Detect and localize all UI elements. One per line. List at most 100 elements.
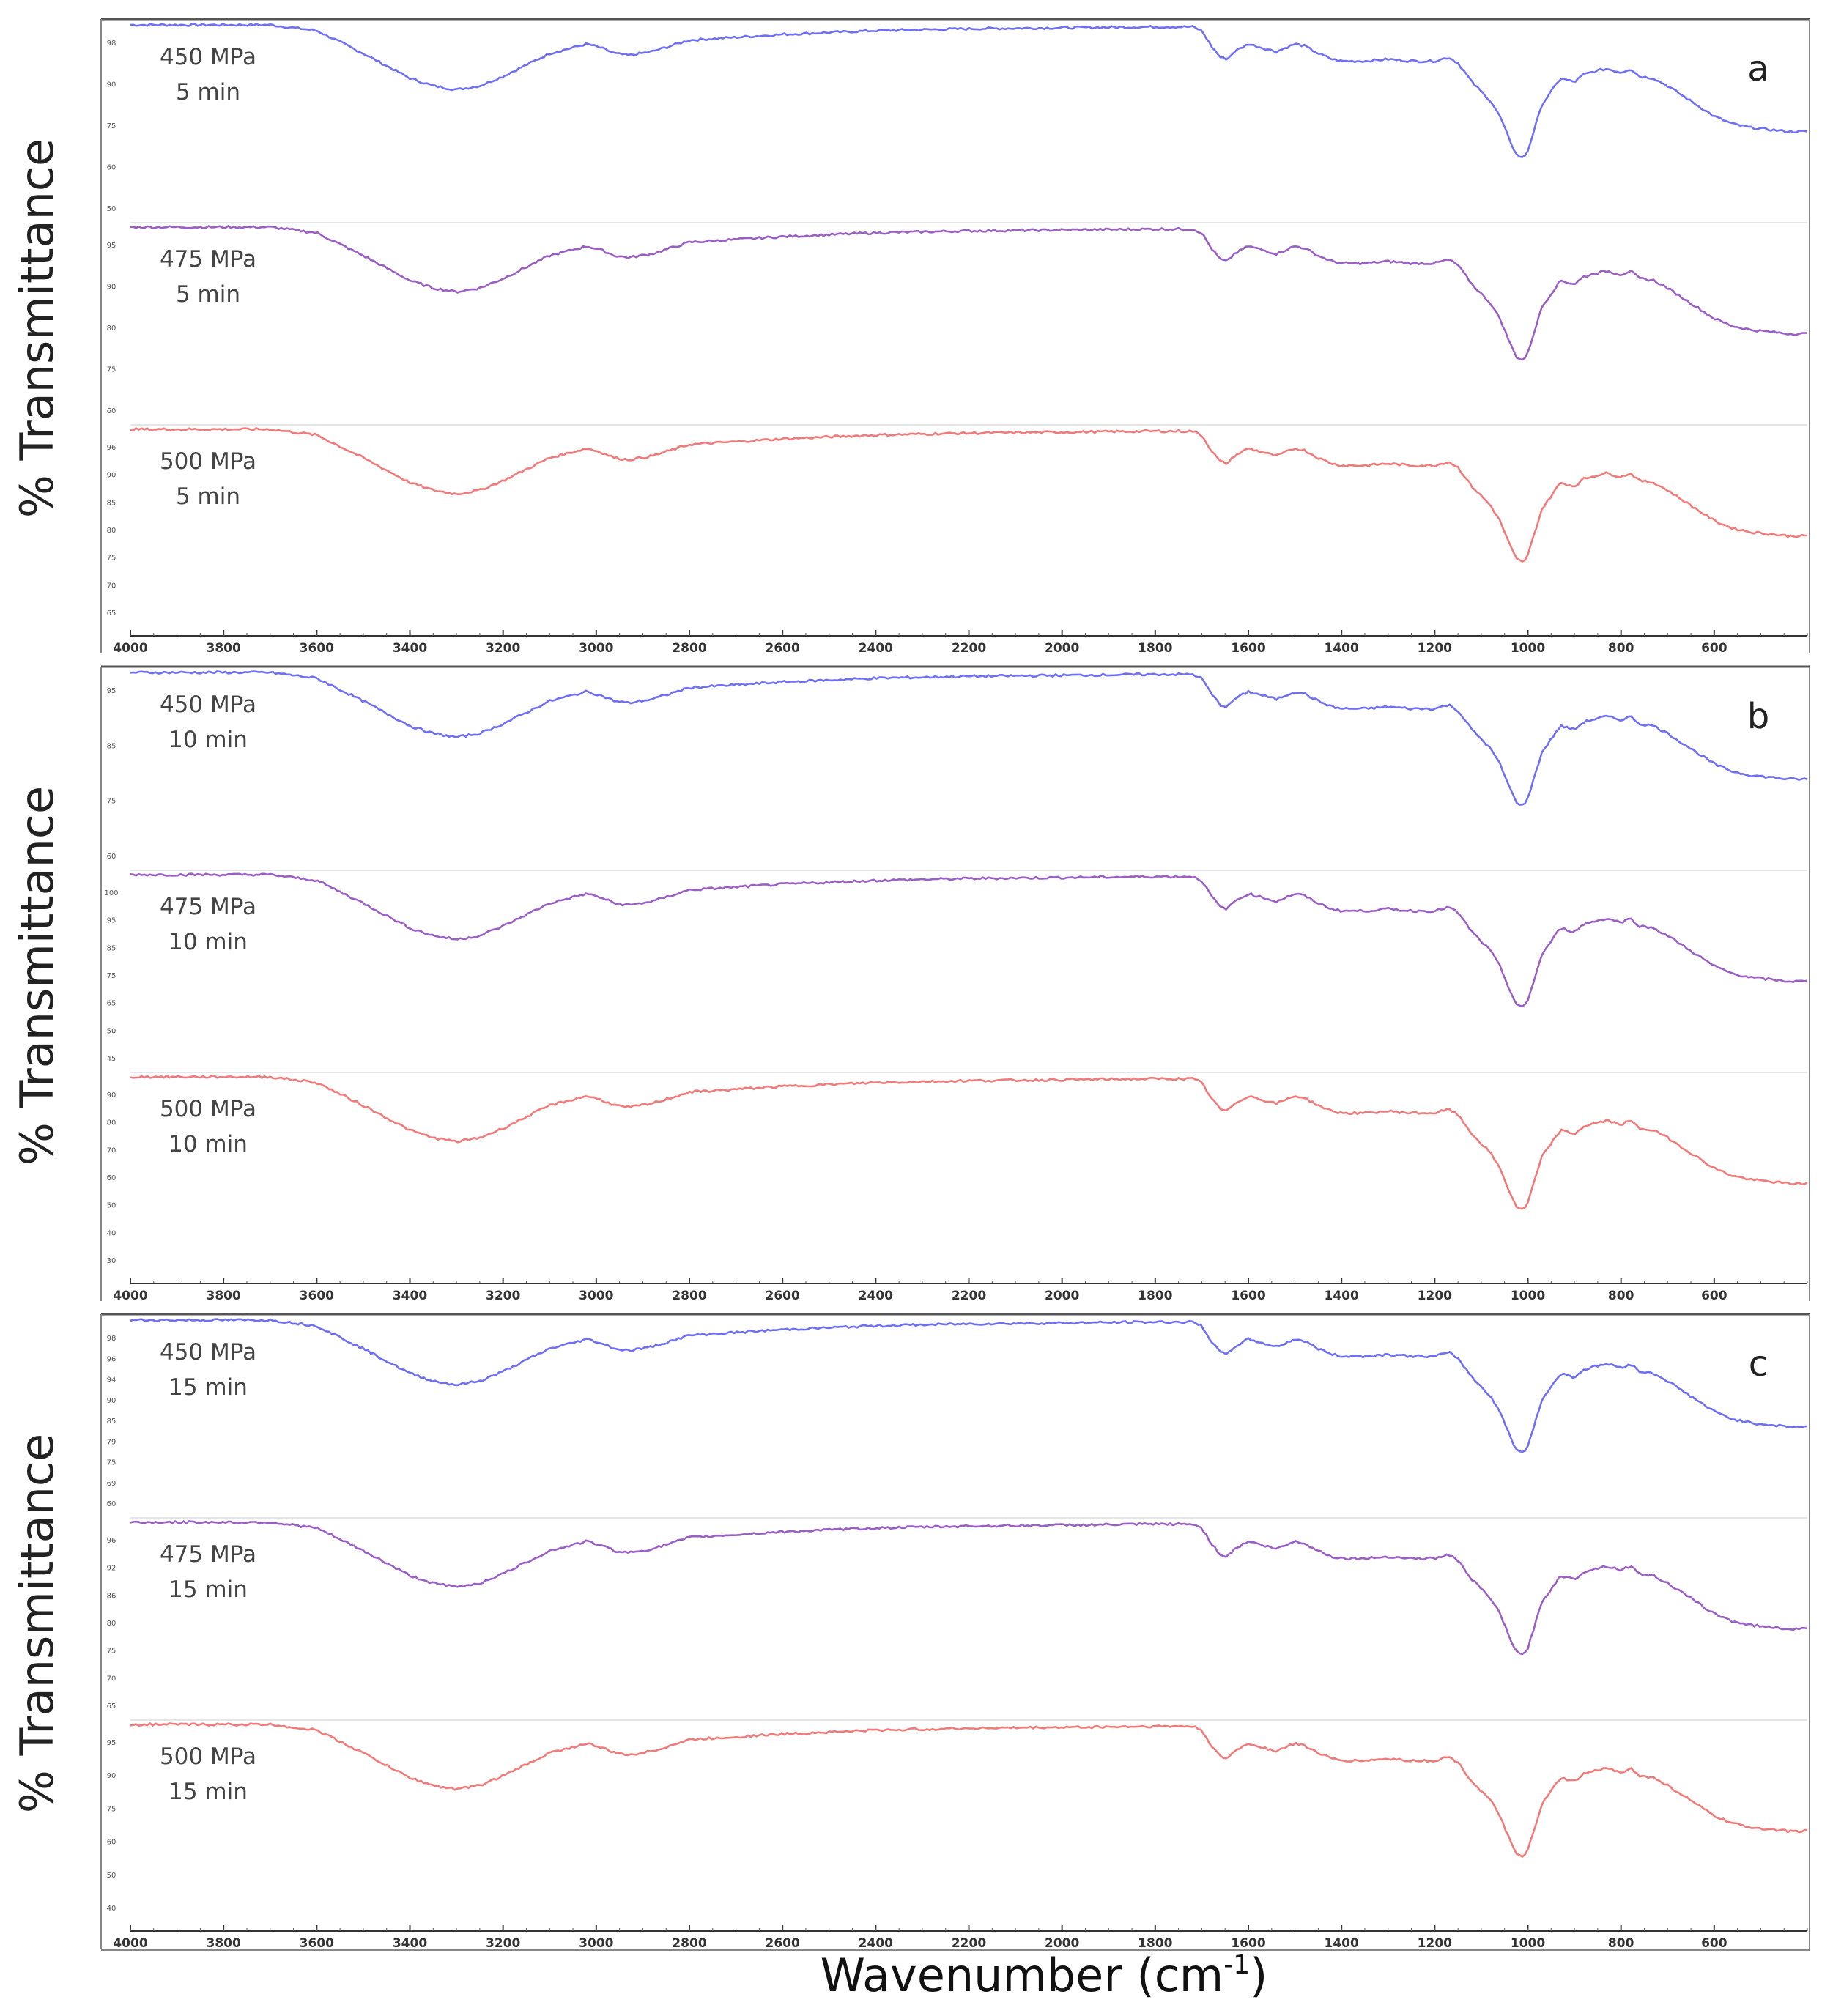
x-tick-label: 3400 — [393, 1936, 427, 1951]
y-tick-label: 96 — [107, 444, 116, 452]
x-tick-label: 1200 — [1418, 1936, 1452, 1951]
y-tick-label: 86 — [107, 1592, 116, 1600]
x-tick-label: 2800 — [672, 641, 706, 656]
y-tick-label: 69 — [107, 1480, 116, 1488]
sample-pressure-label: 475 MPa — [160, 894, 256, 920]
x-tick-label: 3000 — [579, 641, 613, 656]
x-tick-label: 1800 — [1138, 1289, 1172, 1303]
y-tick-label: 50 — [107, 1202, 116, 1210]
x-tick-label: 2600 — [766, 1936, 800, 1951]
x-tick-label: 3200 — [486, 1936, 520, 1951]
panel-letter: a — [1747, 48, 1769, 89]
y-tick-label: 45 — [107, 1055, 116, 1063]
y-tick-label: 95 — [107, 917, 116, 925]
x-tick-label: 2000 — [1045, 1289, 1079, 1303]
y-tick-label: 50 — [107, 1027, 116, 1035]
sample-pressure-label: 450 MPa — [160, 692, 256, 718]
sample-pressure-label: 500 MPa — [160, 1743, 256, 1770]
y-tick-label: 75 — [107, 1459, 116, 1467]
sample-time-label: 10 min — [169, 929, 248, 955]
y-tick-label: 75 — [107, 972, 116, 980]
x-axis-label: Wavenumber (cm-1) — [821, 1949, 1268, 2002]
x-tick-label: 2400 — [859, 1289, 893, 1303]
x-tick-label: 4000 — [113, 1289, 147, 1303]
x-tick-label: 2200 — [952, 1936, 986, 1951]
y-tick-label: 96 — [107, 1537, 116, 1545]
y-tick-label: 60 — [107, 853, 116, 861]
spectrum-line-450-mpa — [130, 23, 1808, 158]
sample-time-label: 15 min — [169, 1779, 248, 1805]
x-tick-label: 4000 — [113, 1936, 147, 1951]
y-tick-label: 80 — [107, 527, 116, 535]
y-tick-label: 65 — [107, 1702, 116, 1711]
x-tick-label: 3400 — [393, 641, 427, 656]
y-tick-label: 75 — [107, 122, 116, 130]
y-tick-label: 90 — [107, 1772, 116, 1780]
spectrum-line-450-mpa — [130, 1318, 1808, 1453]
y-tick-label: 70 — [107, 582, 116, 590]
y-axis-label: % Transmittance — [10, 1434, 64, 1813]
x-tick-label: 1600 — [1231, 1289, 1265, 1303]
spectrum-line-475-mpa — [130, 224, 1808, 361]
y-axis-label: % Transmittance — [10, 138, 64, 518]
x-tick-label: 1400 — [1325, 1936, 1359, 1951]
x-tick-label: 3600 — [300, 1289, 334, 1303]
y-tick-label: 70 — [107, 1675, 116, 1683]
y-tick-label: 80 — [107, 1620, 116, 1628]
y-tick-label: 100 — [104, 889, 118, 897]
x-tick-label: 600 — [1701, 641, 1727, 656]
spectrum-line-500-mpa — [130, 1074, 1808, 1210]
spectrum-line-450-mpa — [130, 670, 1808, 806]
y-tick-label: 60 — [107, 164, 116, 172]
x-tick-label: 600 — [1701, 1936, 1727, 1951]
y-tick-label: 60 — [107, 407, 116, 415]
y-tick-label: 75 — [107, 798, 116, 806]
y-tick-label: 90 — [107, 284, 116, 292]
y-tick-label: 85 — [107, 499, 116, 507]
y-tick-label: 75 — [107, 555, 116, 563]
spectrum-line-500-mpa — [130, 426, 1807, 563]
x-tick-label: 3000 — [579, 1289, 613, 1303]
x-tick-label: 1600 — [1231, 641, 1265, 656]
sample-time-label: 5 min — [176, 483, 240, 510]
x-tick-label: 600 — [1701, 1289, 1727, 1303]
sample-pressure-label: 500 MPa — [160, 1096, 256, 1122]
x-tick-label: 2400 — [859, 641, 893, 656]
y-tick-label: 94 — [107, 1376, 116, 1385]
x-tick-label: 4000 — [113, 641, 147, 656]
y-tick-label: 98 — [107, 1335, 116, 1343]
x-tick-label: 1200 — [1418, 641, 1452, 656]
x-tick-label: 3400 — [393, 1289, 427, 1303]
x-tick-label: 1000 — [1511, 1936, 1545, 1951]
y-tick-label: 75 — [107, 1805, 116, 1813]
y-tick-label: 70 — [107, 1146, 116, 1155]
panel-a: % Transmittance a 98 90 75 60 50 450 MPa 5 min 95… — [10, 18, 1810, 656]
y-tick-label: 80 — [107, 325, 116, 333]
x-tick-label: 1400 — [1325, 641, 1359, 656]
sample-pressure-label: 450 MPa — [160, 44, 256, 70]
x-tick-label: 2600 — [766, 641, 800, 656]
panel-letter: b — [1747, 696, 1769, 737]
y-tick-label: 30 — [107, 1257, 116, 1265]
sample-pressure-label: 500 MPa — [160, 448, 256, 475]
x-tick-label: 2400 — [859, 1936, 893, 1951]
sample-time-label: 10 min — [169, 727, 248, 753]
spectrum-line-475-mpa — [130, 872, 1808, 1008]
x-tick-label: 3600 — [300, 641, 334, 656]
x-tick-label: 1800 — [1138, 1936, 1172, 1951]
x-tick-label: 3000 — [579, 1936, 613, 1951]
x-tick-label: 2000 — [1045, 641, 1079, 656]
x-tick-label: 3200 — [486, 1289, 520, 1303]
panel-c: % Transmittance c 98 96 94 90 85 79 75 69 60 450 MP… — [10, 1313, 1810, 1951]
y-tick-label: 60 — [107, 1174, 116, 1182]
x-tick-label: 3800 — [207, 641, 241, 656]
x-tick-label: 2200 — [952, 641, 986, 656]
x-tick-label: 2800 — [672, 1289, 706, 1303]
y-tick-label: 90 — [107, 472, 116, 480]
spectrum-line-500-mpa — [130, 1722, 1807, 1858]
x-tick-label: 1800 — [1138, 641, 1172, 656]
x-tick-label: 1200 — [1418, 1289, 1452, 1303]
y-tick-label: 85 — [107, 742, 116, 750]
sample-time-label: 5 min — [176, 281, 240, 308]
